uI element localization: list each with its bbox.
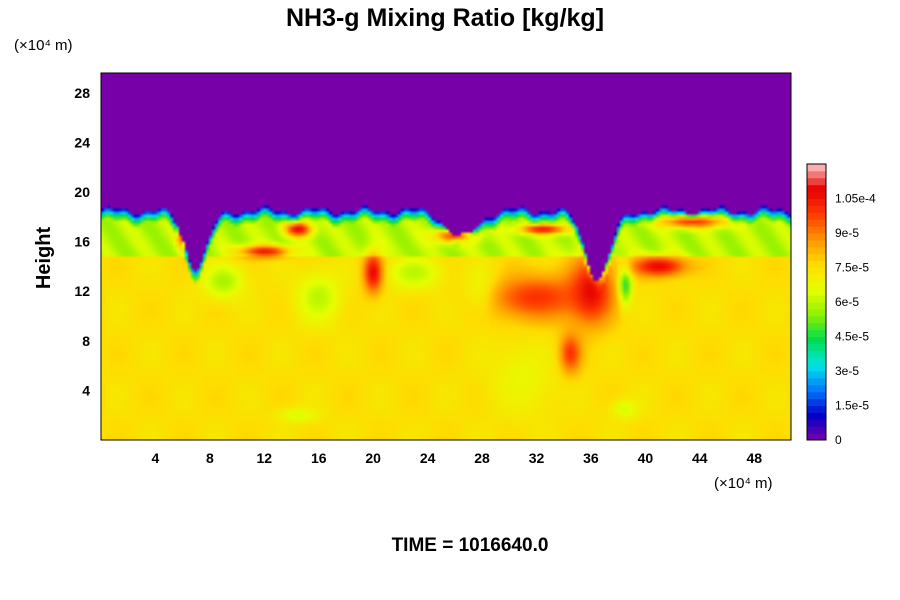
colorbar: 0 1.5e-5 3e-5 4.5e-5 6e-5 7.5e-5 9e-5 1.05e-4: [806, 163, 876, 448]
chart-title: NH3-g Mixing Ratio [kg/kg]: [286, 4, 604, 32]
colorbar-cell: [807, 246, 826, 255]
colorbar-cell: [807, 274, 826, 282]
colorbar-cell: [807, 433, 826, 441]
colorbar-cell: [807, 191, 826, 199]
colorbar-cell: [807, 315, 826, 324]
x-axis-unit: (×10⁴ m): [714, 475, 773, 492]
colorbar-cell: [807, 198, 826, 206]
colorbar-cell: [807, 267, 826, 275]
colorbar-cell: [807, 391, 826, 400]
colorbar-cells: [807, 164, 826, 441]
colorbar-label: 4.5e-5: [835, 330, 869, 344]
colorbar-cell: [807, 260, 826, 268]
colorbar-label: 1.5e-5: [835, 399, 869, 413]
colorbar-cell: [807, 371, 826, 379]
plot-area: [100, 72, 792, 441]
colorbar-frame: [806, 163, 827, 441]
colorbar-cell: [807, 219, 826, 227]
x-tick-label: 44: [692, 450, 708, 466]
colorbar-cell: [807, 212, 826, 220]
colorbar-cell: [807, 405, 826, 413]
colorbar-cell: [807, 170, 826, 179]
colorbar-cell: [807, 302, 826, 310]
x-tick-label: 36: [583, 450, 599, 466]
x-tick-label: 16: [311, 450, 327, 466]
x-axis-ticks: 4 8 12 16 20 24 28 32 36 40 44 48: [152, 450, 763, 466]
heatmap-image: [101, 73, 791, 440]
colorbar-label: 1.05e-4: [835, 192, 876, 206]
colorbar-cell: [807, 205, 826, 213]
colorbar-cell: [807, 308, 826, 317]
y-axis-label: Height: [33, 227, 55, 290]
colorbar-labels: 0 1.5e-5 3e-5 4.5e-5 6e-5 7.5e-5 9e-5 1.05e-4: [835, 192, 876, 448]
colorbar-cell: [807, 226, 826, 234]
colorbar-label: 9e-5: [835, 226, 859, 240]
colorbar-cell: [807, 419, 826, 427]
colorbar-label: 6e-5: [835, 295, 859, 309]
colorbar-cell: [807, 233, 826, 241]
y-tick-label: 8: [82, 333, 90, 349]
colorbar-cell: [807, 398, 826, 406]
y-tick-label: 28: [74, 85, 90, 101]
plot-frame: [100, 72, 792, 441]
y-tick-label: 4: [82, 382, 90, 398]
colorbar-label: 0: [835, 433, 842, 447]
colorbar-cell: [807, 412, 826, 420]
x-tick-label: 20: [365, 450, 381, 466]
y-tick-label: 16: [74, 234, 90, 250]
colorbar-cell: [807, 281, 826, 289]
colorbar-cell: [807, 288, 826, 296]
colorbar-cell: [807, 357, 826, 365]
x-tick-label: 28: [474, 450, 490, 466]
colorbar-cell: [807, 343, 826, 351]
x-tick-label: 24: [420, 450, 436, 466]
colorbar-cell: [807, 164, 826, 172]
colorbar-label: 7.5e-5: [835, 261, 869, 275]
y-axis-ticks: 4 8 12 16 20 24 28: [74, 85, 90, 399]
colorbar-cell: [807, 184, 826, 193]
colorbar-cell: [807, 350, 826, 358]
y-tick-label: 12: [74, 283, 90, 299]
y-axis-unit: (×10⁴ m): [14, 37, 73, 54]
colorbar-cell: [807, 253, 826, 262]
colorbar-cell: [807, 239, 826, 248]
colorbar-cell: [807, 364, 826, 372]
x-tick-label: 8: [206, 450, 214, 466]
colorbar-label: 3e-5: [835, 364, 859, 378]
x-tick-label: 32: [529, 450, 545, 466]
colorbar-cell: [807, 329, 826, 337]
y-tick-label: 24: [74, 134, 90, 150]
colorbar-cell: [807, 426, 826, 434]
colorbar-cell: [807, 336, 826, 344]
colorbar-cell: [807, 384, 826, 393]
x-tick-label: 4: [152, 450, 160, 466]
colorbar-cell: [807, 377, 826, 386]
x-tick-label: 40: [638, 450, 654, 466]
x-tick-label: 12: [257, 450, 273, 466]
colorbar-cell: [807, 322, 826, 331]
time-label: TIME = 1016640.0: [392, 535, 549, 556]
colorbar-cell: [807, 295, 826, 303]
x-tick-label: 48: [746, 450, 762, 466]
y-tick-label: 20: [74, 184, 90, 200]
colorbar-cell: [807, 177, 826, 186]
